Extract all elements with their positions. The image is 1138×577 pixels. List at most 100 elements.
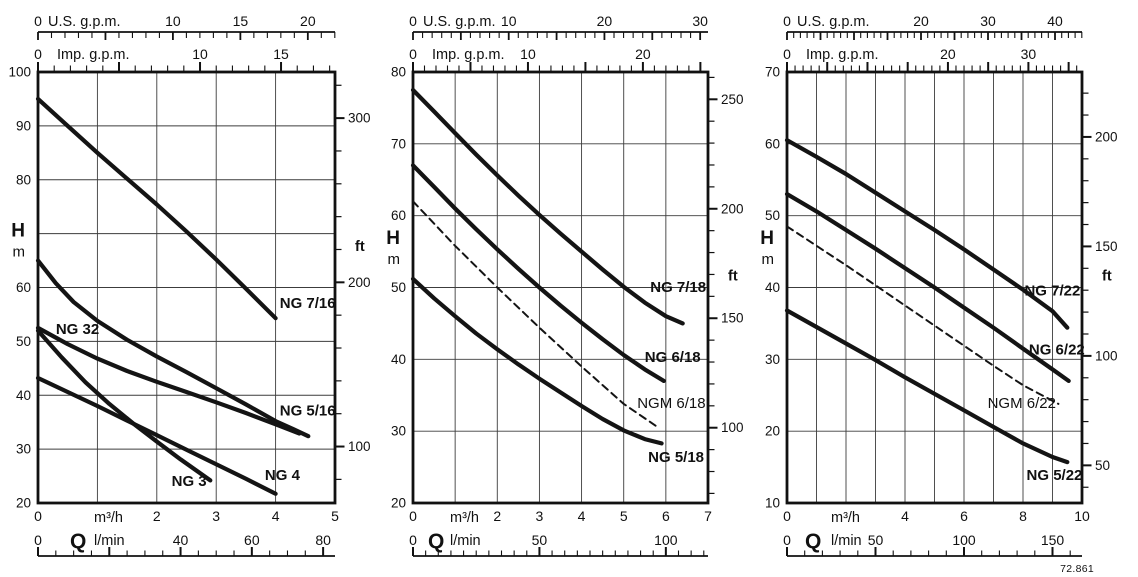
plot-border [785, 70, 1084, 505]
axis-tick-label: 40 [173, 532, 189, 548]
curve-ng-6-18 [410, 163, 666, 383]
h-axis-unit: m [13, 244, 26, 261]
axis-tick-label: 30 [391, 424, 406, 439]
figure-code: 72.861 [1060, 563, 1094, 575]
axis-tick-label: 100 [952, 532, 976, 548]
axis-tick-label: 80 [16, 172, 31, 187]
axis-tick-label: 4 [272, 508, 280, 524]
axis-tick-label: 100 [348, 439, 371, 454]
h-axis: 70 60 50 40 30 20 10 Hm [760, 65, 780, 511]
imp-gpm-axis: 0 10 20 Imp. g.p.m. [409, 46, 702, 72]
ft-axis: 100 150 200 250 ft [708, 76, 744, 495]
q-axis-title: Q [70, 530, 86, 553]
axis-tick-label: 0 [783, 46, 791, 62]
ft-axis-title: ft [355, 239, 365, 255]
curve-label-ng-5-22: NG 5/22 [1027, 467, 1083, 484]
axis-tick-label: 50 [1095, 458, 1110, 473]
axis-tick-label: 70 [391, 136, 406, 151]
axis-tick-label: 10 [520, 46, 536, 62]
curve-ngm-6-18 [412, 200, 659, 428]
m3h-unit-label: m³/h [94, 510, 123, 526]
axis-tick-label: 0 [34, 13, 42, 29]
axis-tick-label: 100 [8, 65, 31, 80]
curve-ng-4 [35, 375, 278, 496]
curve-label-ng-4: NG 4 [265, 467, 301, 484]
h-axis-title: H [11, 221, 25, 242]
axis-tick-label: 30 [765, 352, 780, 367]
lmin-axis: 0 40 60 80 l/min [34, 532, 335, 557]
axis-tick-label: 15 [233, 13, 249, 29]
plot-border [36, 70, 337, 505]
curve-ng-7-18 [410, 87, 685, 326]
axis-tick-label: 90 [16, 118, 31, 133]
axis-tick-label: 80 [391, 65, 406, 80]
axis-tick-label: 20 [300, 13, 316, 29]
us-gpm-axis-title: U.S. g.p.m. [423, 14, 496, 30]
axis-tick-label: 50 [868, 532, 884, 548]
axis-tick-label: 20 [391, 496, 406, 511]
curve-ng-7-16 [35, 96, 278, 321]
axis-tick-label: 30 [980, 13, 996, 29]
m3h-unit-label: m³/h [831, 510, 860, 526]
curve-label-ng-5-18: NG 5/18 [648, 449, 704, 466]
axis-tick-label: 200 [721, 201, 744, 216]
axis-tick-label: 6 [662, 508, 670, 524]
axis-tick-label: 20 [16, 496, 31, 511]
h-axis-unit: m [388, 251, 401, 268]
us-gpm-axis: 0 10 15 20 U.S. g.p.m. [34, 13, 336, 40]
curve-ng-3 [35, 328, 213, 483]
us-gpm-axis: 0 10 20 30 U.S. g.p.m. [409, 13, 708, 40]
plot-border [411, 70, 710, 505]
h-axis: 100 90 80 60 50 40 30 20 Hm [8, 65, 31, 511]
axis-tick-label: 250 [721, 92, 744, 107]
curve-ng-5-16 [35, 258, 311, 439]
axis-tick-label: 40 [391, 352, 406, 367]
axis-tick-label: 20 [635, 46, 651, 62]
axis-tick-label: 50 [765, 208, 780, 223]
h-axis-unit: m [762, 251, 775, 268]
curve-ngm-6-22 [786, 225, 1060, 405]
curve-label-ngm-6-18: NGM 6/18 [637, 395, 705, 412]
axis-tick-label: 2 [153, 508, 161, 524]
imp-gpm-axis-title: Imp. g.p.m. [806, 47, 879, 63]
axis-tick-label: 15 [273, 46, 289, 62]
curve-label-ng-7-22: NG 7/22 [1024, 282, 1080, 299]
axis-tick-label: 200 [1095, 129, 1118, 144]
curve-label-ng-6-22: NG 6/22 [1029, 341, 1085, 358]
axis-tick-label: 100 [1095, 348, 1118, 363]
axis-tick-label: 200 [348, 275, 371, 290]
axis-tick-label: 150 [721, 311, 744, 326]
axis-tick-label: 60 [244, 532, 260, 548]
axis-tick-label: 10 [165, 13, 181, 29]
h-axis-title: H [386, 228, 400, 249]
axis-tick-label: 30 [16, 442, 31, 457]
q-axis-title: Q [428, 530, 444, 553]
axis-tick-label: 5 [331, 508, 339, 524]
lmin-axis: 0 50 100 l/min [409, 532, 708, 557]
q-axis-title: Q [805, 530, 821, 553]
axis-tick-label: 50 [532, 532, 548, 548]
axis-tick-label: 20 [765, 424, 780, 439]
axis-tick-label: 6 [960, 508, 968, 524]
imp-gpm-axis-title: Imp. g.p.m. [57, 47, 130, 63]
axis-tick-label: 0 [783, 13, 791, 29]
us-gpm-axis-title: U.S. g.p.m. [797, 14, 870, 30]
ft-axis: 100 200 300 ft [335, 84, 371, 480]
axis-tick-label: 3 [536, 508, 544, 524]
curve-ng-32 [35, 325, 302, 436]
axis-tick-label: 40 [765, 280, 780, 295]
axis-tick-label: 0 [409, 46, 417, 62]
axis-tick-label: 10 [1074, 508, 1090, 524]
curve-label-ng-3: NG 3 [172, 473, 207, 490]
axis-tick-label: 0 [783, 532, 791, 548]
lmin-unit-label: l/min [94, 533, 125, 549]
axis-tick-label: 10 [765, 496, 780, 511]
axis-tick-label: 0 [34, 532, 42, 548]
h-axis: 80 70 60 50 40 30 20 Hm [386, 65, 406, 511]
axis-tick-label: 0 [409, 508, 417, 524]
lmin-unit-label: l/min [831, 533, 862, 549]
lmin-unit-label: l/min [450, 533, 481, 549]
